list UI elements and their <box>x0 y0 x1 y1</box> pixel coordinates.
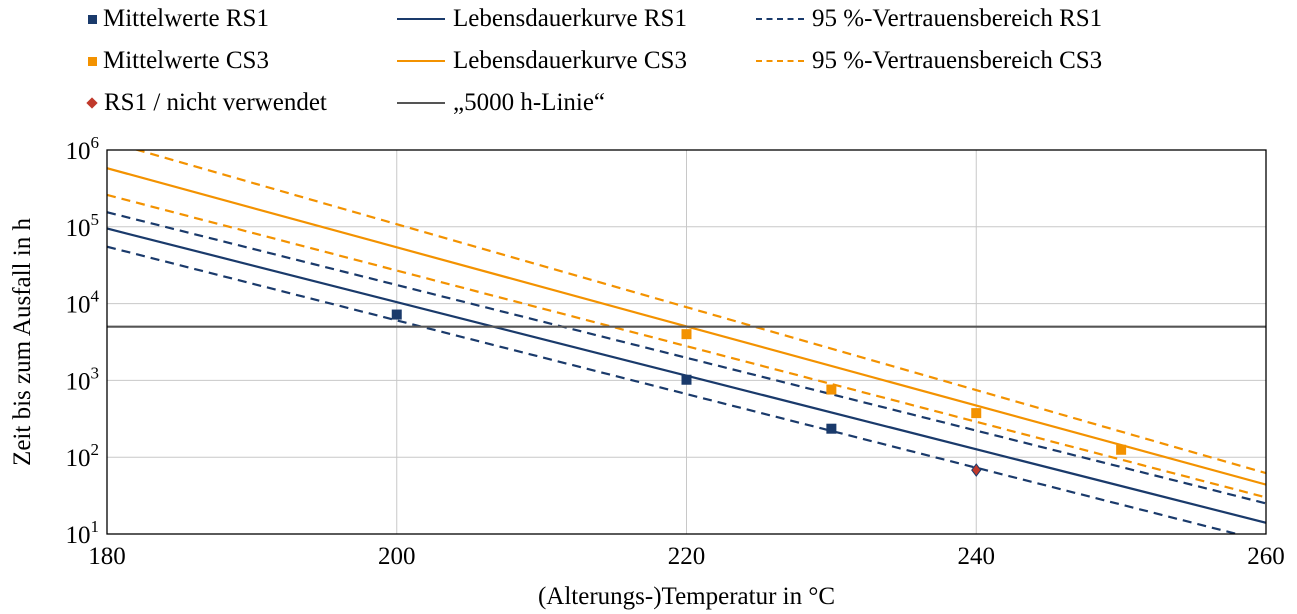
series-line-3 <box>107 245 1242 534</box>
x-tick-label: 240 <box>958 543 996 570</box>
legend-label: Lebensdauerkurve RS1 <box>453 5 687 32</box>
legend-item-vertrauensbereich-rs1: 95 %-Vertrauensbereich RS1 <box>756 4 1102 34</box>
marker-layer <box>391 309 1127 477</box>
data-point-square <box>971 408 982 419</box>
y-tick-label: 103 <box>66 363 100 395</box>
legend-label: RS1 / nicht verwendet <box>104 89 327 116</box>
legend-label: 95 %-Vertrauensbereich CS3 <box>812 47 1103 74</box>
legend-square-icon <box>88 56 97 66</box>
y-tick-label: 102 <box>66 440 100 472</box>
legend-line-icon <box>397 60 445 62</box>
x-tick-label: 200 <box>378 543 416 570</box>
data-point-square <box>681 374 692 385</box>
data-point-square <box>391 309 402 320</box>
y-tick-label: 104 <box>66 287 100 319</box>
legend-item-nicht-verwendet: RS1 / nicht verwendet <box>86 88 327 118</box>
legend-line-icon <box>397 102 445 104</box>
legend-label: Mittelwerte CS3 <box>103 47 269 74</box>
legend-dashed-line-icon <box>756 18 804 20</box>
data-point-diamond <box>971 463 982 477</box>
plot-frame <box>106 149 1267 535</box>
legend-item-5000h-linie: „5000 h-Linie“ <box>397 88 605 118</box>
data-point-square <box>1116 444 1127 455</box>
grid-lines <box>106 149 1267 535</box>
legend-item-mittelwerte-cs3: Mittelwerte CS3 <box>88 46 269 76</box>
data-point-square <box>681 329 692 340</box>
series-line-2 <box>107 211 1266 505</box>
data-point-square <box>826 423 837 434</box>
legend-label: „5000 h-Linie“ <box>453 89 606 116</box>
tick-labels: 180 200 220 240 260 101 102 103 104 105 106 <box>66 133 1285 570</box>
legend-item-mittelwerte-rs1: Mittelwerte RS1 <box>88 4 269 34</box>
legend-item-vertrauensbereich-cs3: 95 %-Vertrauensbereich CS3 <box>756 46 1102 76</box>
x-tick-label: 260 <box>1247 543 1285 570</box>
legend-square-icon <box>88 14 97 24</box>
x-tick-label: 220 <box>668 543 706 570</box>
series-line-6 <box>133 150 1266 475</box>
legend-label: Mittelwerte RS1 <box>103 5 269 32</box>
y-tick-label: 105 <box>66 210 100 242</box>
chart-legend: Mittelwerte RS1 Lebensdauerkurve RS1 95 … <box>0 0 1297 130</box>
legend-item-lebensdauerkurve-rs1: Lebensdauerkurve RS1 <box>397 4 687 34</box>
legend-label: 95 %-Vertrauensbereich RS1 <box>812 5 1103 32</box>
y-axis-label: Zeit bis zum Ausfall in h <box>9 218 36 466</box>
legend-dashed-line-icon <box>756 60 804 62</box>
y-tick-label: 106 <box>66 133 100 165</box>
data-point-square <box>826 384 837 395</box>
x-tick-label: 180 <box>88 543 126 570</box>
legend-item-lebensdauerkurve-cs3: Lebensdauerkurve CS3 <box>397 46 687 76</box>
series-line-7 <box>107 193 1266 499</box>
y-tick-label: 101 <box>66 517 100 549</box>
legend-label: Lebensdauerkurve CS3 <box>453 47 687 74</box>
legend-line-icon <box>397 18 445 20</box>
x-axis-label: (Alterungs-)Temperatur in °C <box>538 583 835 610</box>
